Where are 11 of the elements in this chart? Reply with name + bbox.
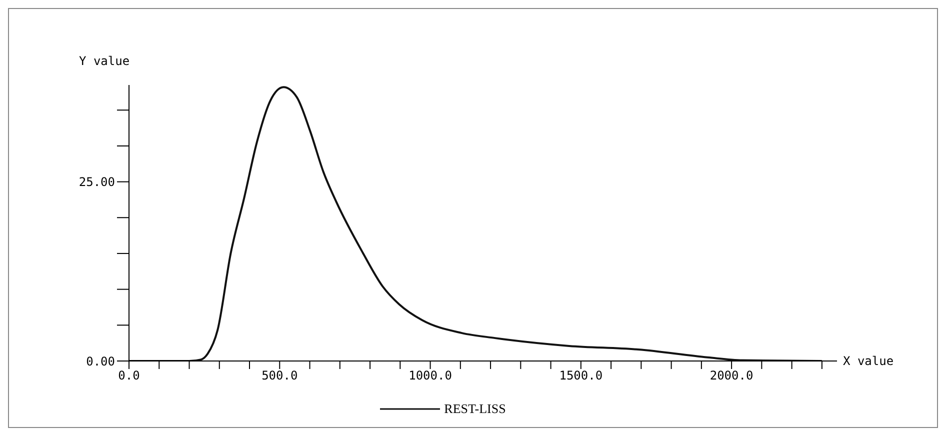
line-series bbox=[129, 86, 823, 361]
x-tick-label: 500.0 bbox=[262, 368, 298, 383]
x-tick-label: 1500.0 bbox=[559, 368, 603, 383]
x-tick-label: 0.0 bbox=[118, 368, 140, 383]
x-axis-title: X value bbox=[843, 354, 894, 368]
legend-label: REST-LISS bbox=[444, 401, 506, 417]
y-axis-title: Y value bbox=[79, 54, 130, 68]
y-tick-label: 0.00 bbox=[86, 354, 115, 368]
y-tick-label: 25.00 bbox=[78, 175, 115, 190]
x-tick-label: 2000.0 bbox=[710, 368, 754, 383]
x-tick-label: 1000.0 bbox=[408, 368, 452, 383]
